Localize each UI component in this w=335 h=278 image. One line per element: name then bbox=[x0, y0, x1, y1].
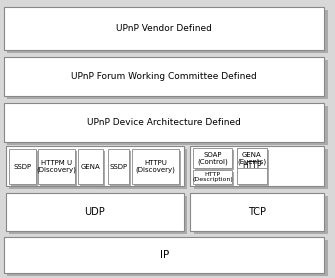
Text: GENA
(Events): GENA (Events) bbox=[238, 152, 266, 165]
Bar bbox=[195, 172, 234, 186]
Text: HTTPM U
(Discovery): HTTPM U (Discovery) bbox=[37, 160, 77, 173]
Bar bbox=[190, 193, 324, 231]
Bar bbox=[6, 146, 184, 186]
Bar bbox=[78, 149, 103, 184]
Text: SOAP
(Control): SOAP (Control) bbox=[197, 152, 228, 165]
Bar bbox=[40, 151, 77, 186]
Bar bbox=[237, 148, 267, 168]
Bar bbox=[190, 146, 324, 186]
Bar bbox=[38, 149, 75, 184]
Bar bbox=[7, 106, 328, 145]
Bar bbox=[7, 240, 328, 276]
Text: HTTPU
(Discovery): HTTPU (Discovery) bbox=[135, 160, 176, 173]
Bar bbox=[108, 149, 129, 184]
Text: SSDP: SSDP bbox=[109, 164, 127, 170]
Text: TCP: TCP bbox=[248, 207, 266, 217]
Bar bbox=[4, 7, 324, 50]
Bar bbox=[239, 150, 269, 186]
Text: HTTP: HTTP bbox=[242, 162, 262, 170]
Bar bbox=[4, 57, 324, 96]
Bar bbox=[194, 196, 328, 234]
Bar bbox=[80, 151, 105, 186]
Bar bbox=[4, 103, 324, 142]
Bar bbox=[7, 10, 328, 53]
Bar bbox=[132, 149, 179, 184]
Text: HTTP
(Description): HTTP (Description) bbox=[192, 172, 233, 182]
Text: UPnP Forum Working Committee Defined: UPnP Forum Working Committee Defined bbox=[71, 72, 257, 81]
Bar bbox=[11, 151, 38, 186]
Bar bbox=[193, 148, 232, 168]
Text: IP: IP bbox=[159, 250, 169, 260]
Bar bbox=[9, 149, 187, 189]
Text: GENA: GENA bbox=[81, 164, 100, 170]
Bar bbox=[7, 60, 328, 99]
Text: UDP: UDP bbox=[84, 207, 105, 217]
Text: UPnP Device Architecture Defined: UPnP Device Architecture Defined bbox=[87, 118, 241, 127]
Bar bbox=[110, 151, 131, 186]
Bar bbox=[134, 151, 181, 186]
Bar bbox=[194, 149, 328, 189]
Bar bbox=[193, 170, 232, 184]
Bar bbox=[195, 150, 234, 170]
Bar bbox=[9, 196, 187, 234]
Bar bbox=[237, 148, 267, 184]
Bar bbox=[4, 237, 324, 273]
Bar bbox=[6, 193, 184, 231]
Text: SSDP: SSDP bbox=[13, 164, 31, 170]
Text: UPnP Vendor Defined: UPnP Vendor Defined bbox=[116, 24, 212, 33]
Bar bbox=[239, 150, 269, 170]
Bar bbox=[9, 149, 36, 184]
